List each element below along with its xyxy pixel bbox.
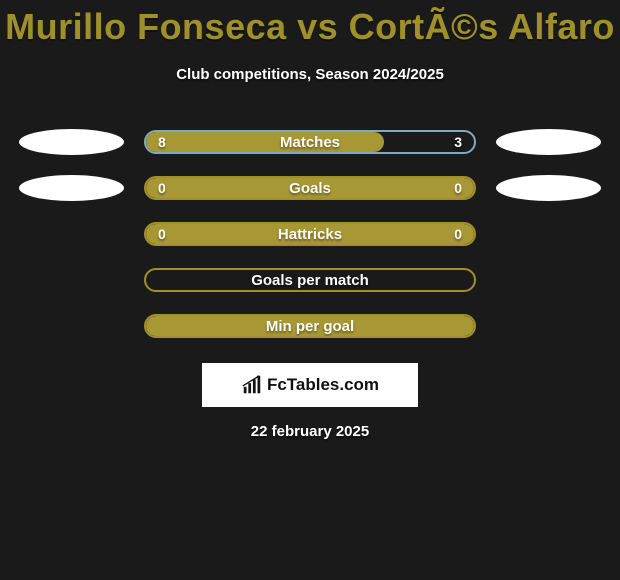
comparison-rows: 8Matches30Goals00Hattricks0Goals per mat… xyxy=(0,119,620,349)
stat-label: Goals per match xyxy=(146,272,474,289)
stat-bar: Min per goal xyxy=(144,314,476,338)
stat-label: Goals xyxy=(146,180,474,197)
stat-right-value: 0 xyxy=(454,226,462,242)
stat-label: Min per goal xyxy=(146,318,474,335)
stat-label: Matches xyxy=(146,134,474,151)
player-right-placeholder xyxy=(496,175,601,201)
date-text: 22 february 2025 xyxy=(0,423,620,440)
player-right-placeholder xyxy=(496,129,601,155)
brand-chart-icon xyxy=(241,374,263,396)
stat-right-value: 3 xyxy=(454,134,462,150)
stat-row: 0Hattricks0 xyxy=(0,211,620,257)
stat-row: Min per goal xyxy=(0,303,620,349)
stat-row: Goals per match xyxy=(0,257,620,303)
brand-text: FcTables.com xyxy=(267,375,379,395)
stat-bar: 0Goals0 xyxy=(144,176,476,200)
stat-bar: 8Matches3 xyxy=(144,130,476,154)
player-left-placeholder xyxy=(19,129,124,155)
player-left-placeholder xyxy=(19,175,124,201)
page-title: Murillo Fonseca vs CortÃ©s Alfaro xyxy=(0,0,620,48)
brand-box: FcTables.com xyxy=(202,363,418,407)
stat-bar: 0Hattricks0 xyxy=(144,222,476,246)
stat-bar: Goals per match xyxy=(144,268,476,292)
stat-right-value: 0 xyxy=(454,180,462,196)
subtitle: Club competitions, Season 2024/2025 xyxy=(0,66,620,83)
stat-row: 0Goals0 xyxy=(0,165,620,211)
stat-label: Hattricks xyxy=(146,226,474,243)
stat-row: 8Matches3 xyxy=(0,119,620,165)
